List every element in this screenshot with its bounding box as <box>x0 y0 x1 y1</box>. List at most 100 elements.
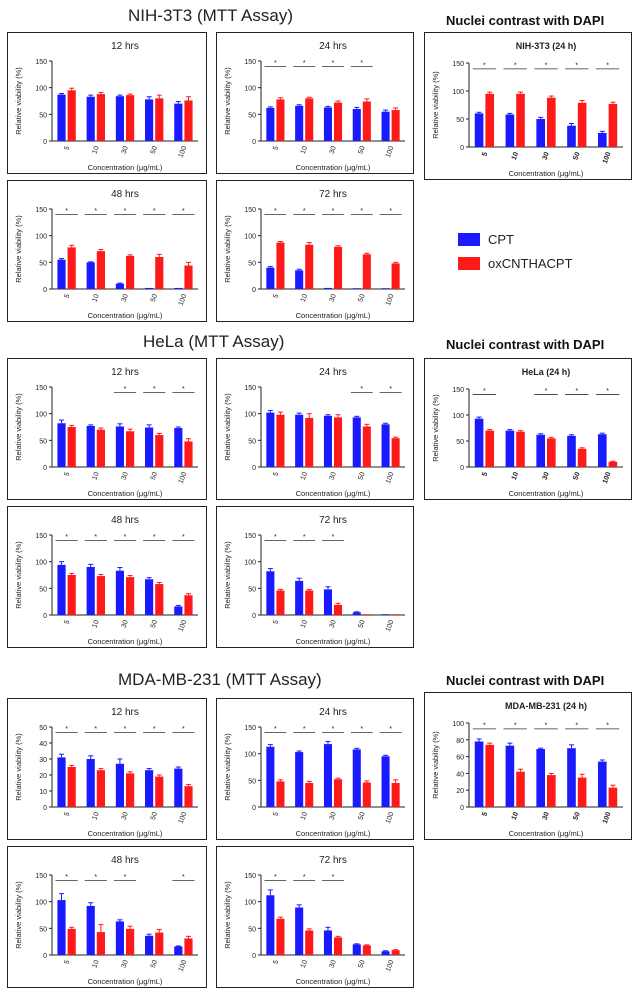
x-tick-label: 10 <box>300 293 309 303</box>
chart-panel-nih-48: 48 hrs 0 50 100 150 Relative viability (%) 5 10… <box>7 180 207 322</box>
legend-label-cpt: CPT <box>488 231 514 247</box>
x-tick-label: 5 <box>481 811 489 817</box>
chart-hela-12: 12 hrs 0 50 100 150 Relative viability (%) 5 10… <box>14 367 198 498</box>
significance-star: * <box>360 60 363 67</box>
bar-ox <box>334 779 343 807</box>
y-tick-label: 0 <box>460 145 464 152</box>
chart-mda-12: 12 hrs 0 10 20 30 40 50 Relative viability (%) 5… <box>14 707 198 838</box>
bar-ox <box>155 584 164 615</box>
chart-nih-dapi: NIH-3T3 (24 h) 0 50 100 150 Relative viabilit… <box>431 41 623 178</box>
x-tick-label: 30 <box>329 811 338 821</box>
chart-title: 48 hrs <box>111 855 139 866</box>
bar-ox <box>155 257 164 289</box>
chart-panel-mda-dapi: MDA-MB-231 (24 h) 0 20 40 60 80 100 Relative vi… <box>424 692 632 840</box>
x-axis-label: Concentration (μg/mL) <box>88 163 163 172</box>
y-tick-label: 40 <box>456 771 464 778</box>
y-tick-label: 150 <box>35 385 47 392</box>
significance-star: * <box>65 208 68 215</box>
x-tick-label: 5 <box>64 959 72 965</box>
bar-ox <box>276 918 285 955</box>
bar-cpt <box>174 287 183 289</box>
bar-ox <box>334 246 343 289</box>
x-tick-label: 50 <box>572 811 581 821</box>
bar-ox <box>184 441 193 467</box>
bar-cpt <box>352 417 361 467</box>
chart-mda-48: 48 hrs 0 50 100 150 Relative viability (%) 5 10… <box>14 855 198 986</box>
bar-cpt <box>115 426 124 467</box>
chart-mda-dapi: MDA-MB-231 (24 h) 0 20 40 60 80 100 Relative vi… <box>431 701 623 838</box>
bar-cpt <box>352 944 361 955</box>
x-tick-label: 50 <box>357 619 366 629</box>
bar-cpt <box>505 745 515 807</box>
y-tick-label: 20 <box>39 773 47 780</box>
x-tick-label: 10 <box>91 293 100 303</box>
bar-cpt <box>323 744 332 807</box>
bar-cpt <box>86 262 95 289</box>
bar-ox <box>547 97 556 147</box>
x-tick-label: 50 <box>357 471 366 481</box>
bar-cpt <box>86 905 95 955</box>
y-axis-label: Relative viability (%) <box>431 71 440 139</box>
bar-ox <box>485 93 495 147</box>
x-tick-label: 30 <box>121 959 130 969</box>
bar-ox <box>305 590 314 615</box>
x-tick-label: 30 <box>121 619 130 629</box>
x-tick-label: 50 <box>357 959 366 969</box>
legend-swatch-cpt <box>458 232 480 246</box>
legend-item-cpt: CPT <box>458 230 514 248</box>
x-tick-label: 5 <box>272 959 280 965</box>
bar-cpt <box>115 570 124 615</box>
significance-star: * <box>182 208 185 215</box>
bar-ox <box>155 98 164 141</box>
bar-cpt <box>536 749 545 807</box>
y-tick-label: 40 <box>39 741 47 748</box>
bar-ox <box>391 783 400 807</box>
bar-cpt <box>115 921 124 955</box>
significance-star: * <box>332 534 335 541</box>
bar-ox <box>276 590 285 615</box>
y-tick-label: 0 <box>252 805 256 812</box>
legend-label-ox: oxCNTHACPT <box>488 255 573 271</box>
bar-ox <box>608 461 618 467</box>
significance-star: * <box>153 726 156 733</box>
x-axis-label: Concentration (μg/mL) <box>88 977 163 986</box>
x-tick-label: 50 <box>357 811 366 821</box>
chart-hela-72: 72 hrs 0 50 100 150 Relative viability (%) 5 10… <box>223 515 405 646</box>
significance-star: * <box>153 208 156 215</box>
bar-ox <box>577 448 587 467</box>
bar-ox <box>516 771 525 807</box>
x-tick-label: 10 <box>91 145 100 155</box>
y-tick-label: 10 <box>39 789 47 796</box>
bar-ox <box>305 930 314 955</box>
significance-star: * <box>606 62 609 69</box>
y-tick-label: 50 <box>456 439 464 446</box>
chart-panel-hela-24: 24 hrs 0 50 100 150 Relative viability (%) 5 10… <box>216 358 414 500</box>
bar-ox <box>184 938 193 955</box>
bar-ox <box>362 945 371 955</box>
bar-ox <box>608 103 618 147</box>
y-tick-label: 50 <box>39 260 47 267</box>
chart-title: NIH-3T3 (24 h) <box>516 41 577 51</box>
nih-heading: NIH-3T3 (MTT Assay) <box>128 6 293 25</box>
chart-nih-24: 24 hrs 0 50 100 150 Relative viability (%) 5 10… <box>223 41 405 172</box>
bar-cpt <box>57 423 66 467</box>
significance-star: * <box>332 874 335 881</box>
legend-swatch-ox <box>458 256 480 270</box>
x-tick-label: 50 <box>150 619 159 629</box>
bar-cpt <box>145 770 154 807</box>
y-tick-label: 150 <box>35 59 47 66</box>
y-axis-label: Relative viability (%) <box>223 215 232 283</box>
bar-ox <box>126 95 135 141</box>
y-tick-label: 150 <box>35 533 47 540</box>
bar-ox <box>334 604 343 615</box>
x-axis-label: Concentration (μg/mL) <box>509 489 584 498</box>
x-tick-label: 5 <box>272 811 280 817</box>
bar-ox <box>516 93 525 147</box>
y-axis-label: Relative viability (%) <box>431 731 440 799</box>
bar-cpt <box>505 430 515 467</box>
bar-ox <box>67 767 76 807</box>
x-tick-label: 100 <box>602 471 613 484</box>
chart-hela-24: 24 hrs 0 50 100 150 Relative viability (%) 5 10… <box>223 367 405 498</box>
significance-star: * <box>65 726 68 733</box>
bar-cpt <box>536 119 545 147</box>
